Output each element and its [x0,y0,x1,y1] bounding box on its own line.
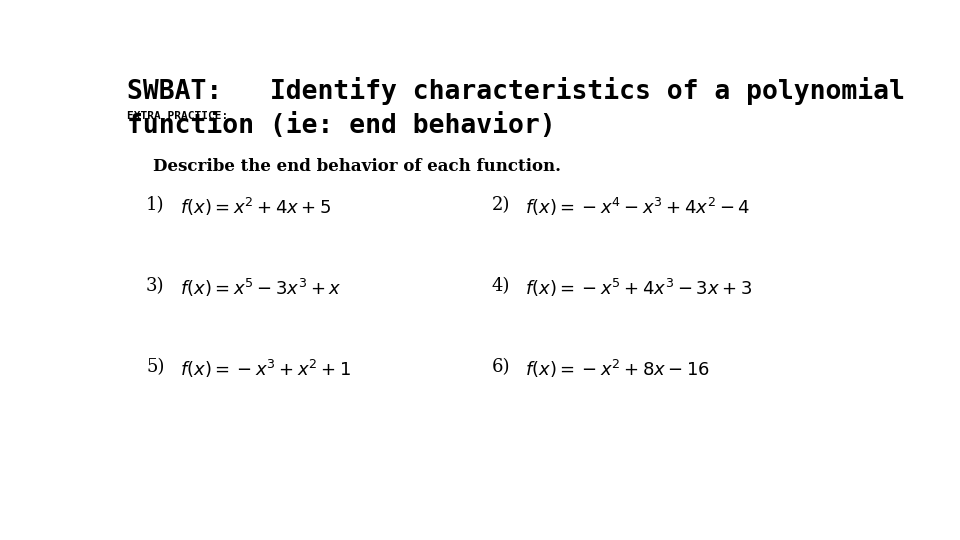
Text: Describe the end behavior of each function.: Describe the end behavior of each functi… [154,158,562,176]
Text: 6): 6) [492,358,511,376]
Text: EXTRA PRACTICE:: EXTRA PRACTICE: [128,111,228,120]
Text: $f(x)=-x^3+x^2+1$: $f(x)=-x^3+x^2+1$ [180,358,350,380]
Text: 1): 1) [146,196,164,214]
Text: $f(x)=-x^4-x^3+4x^2-4$: $f(x)=-x^4-x^3+4x^2-4$ [525,196,751,218]
Text: 2): 2) [492,196,511,214]
Text: $f(x)=x^5-3x^3+x$: $f(x)=x^5-3x^3+x$ [180,277,341,299]
Text: function (ie: end behavior): function (ie: end behavior) [128,113,556,139]
Text: 5): 5) [146,358,164,376]
Text: 4): 4) [492,277,511,295]
Text: $f(x)=x^2+4x+5$: $f(x)=x^2+4x+5$ [180,196,331,218]
Text: $f(x)=-x^2+8x-16$: $f(x)=-x^2+8x-16$ [525,358,710,380]
Text: 3): 3) [146,277,164,295]
Text: SWBAT:   Identify characteristics of a polynomial: SWBAT: Identify characteristics of a pol… [128,77,905,105]
Text: $f(x)=-x^5+4x^3-3x+3$: $f(x)=-x^5+4x^3-3x+3$ [525,277,753,299]
